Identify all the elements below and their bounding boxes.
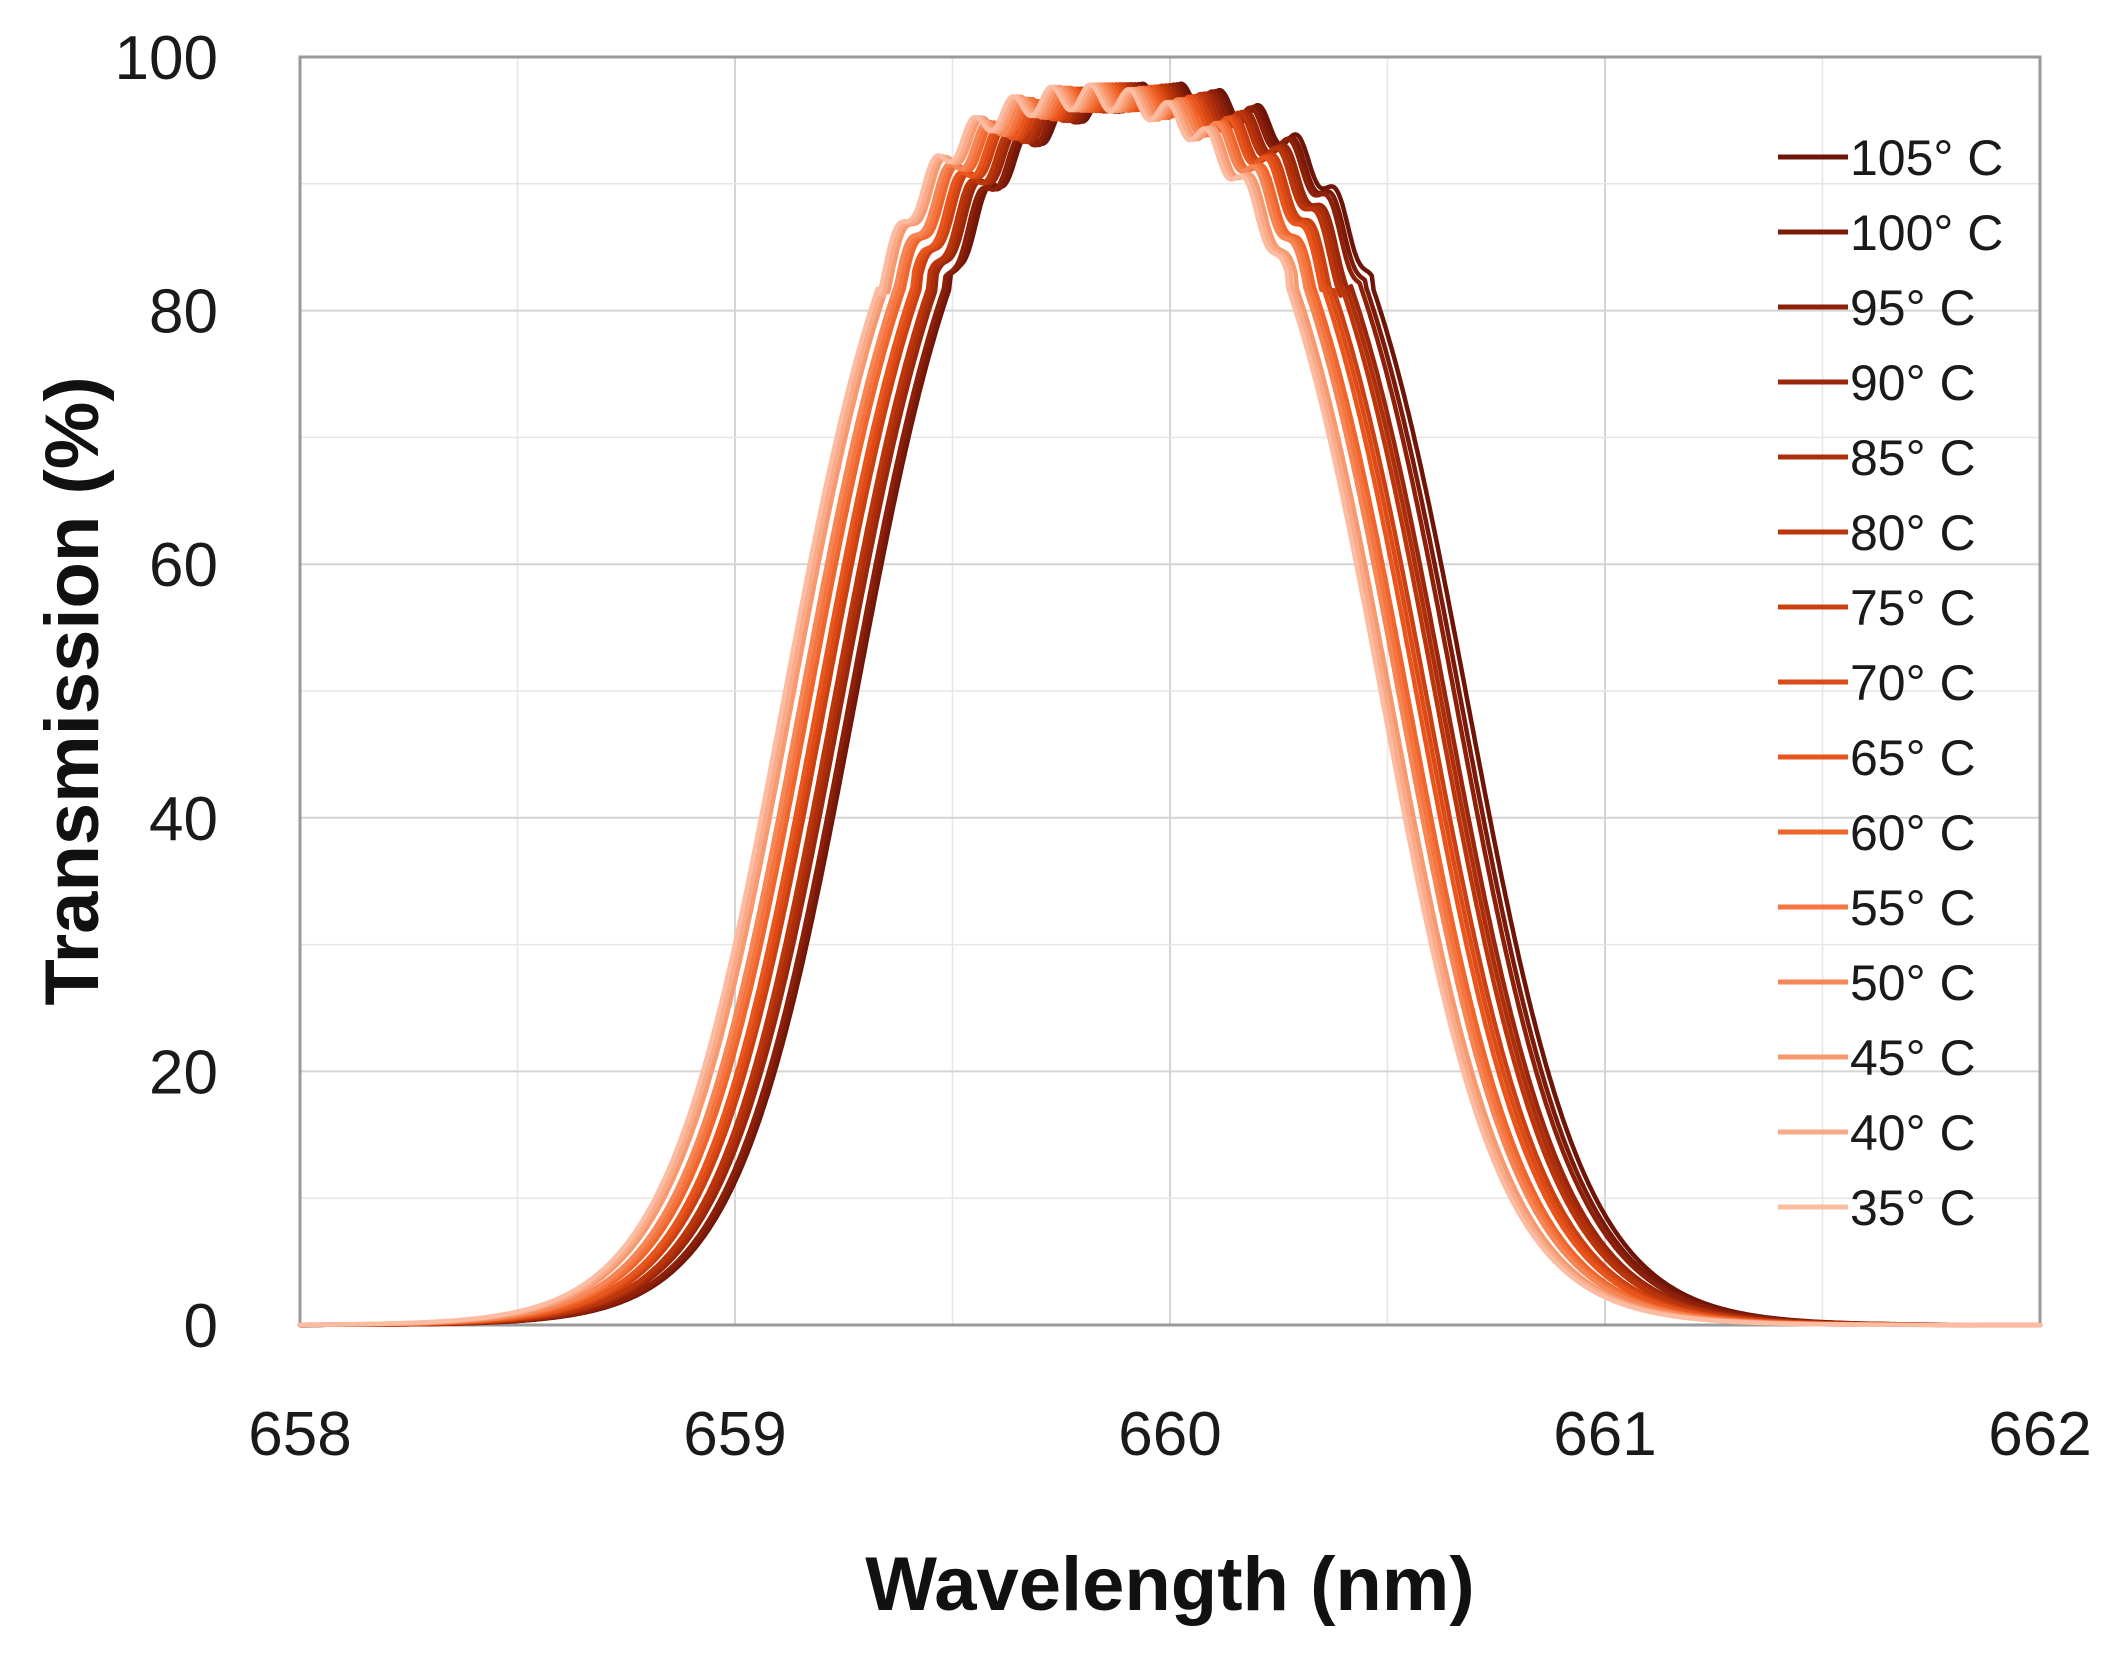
y-tick-label: 40 (149, 785, 218, 854)
legend-label-50c: 50° C (1850, 955, 1976, 1011)
x-tick-label: 661 (1553, 1400, 1656, 1469)
legend-label-40c: 40° C (1850, 1105, 1976, 1161)
x-axis-ticks: 658 659 660 661 662 (248, 1400, 2091, 1469)
legend-label-90c: 90° C (1850, 355, 1976, 411)
y-tick-label: 100 (115, 24, 218, 93)
legend-label-75c: 75° C (1850, 580, 1976, 636)
x-axis-title: Wavelength (nm) (865, 1542, 1474, 1627)
legend-label-85c: 85° C (1850, 430, 1976, 486)
x-tick-label: 658 (248, 1400, 351, 1469)
plot-frame (298, 55, 2042, 1327)
legend: 105° C 100° C 95° C 90° C 85° C 80° C 75° C 70°… (1778, 130, 2003, 1236)
y-tick-label: 20 (149, 1038, 218, 1107)
legend-label-95c: 95° C (1850, 280, 1976, 336)
y-axis-ticks: 0 20 40 60 80 100 (115, 24, 218, 1361)
x-tick-label: 662 (1988, 1400, 2091, 1469)
legend-label-65c: 65° C (1850, 730, 1976, 786)
legend-label-60c: 60° C (1850, 805, 1976, 861)
legend-label-55c: 55° C (1850, 880, 1976, 936)
legend-label-80c: 80° C (1850, 505, 1976, 561)
x-tick-label: 659 (683, 1400, 786, 1469)
y-tick-label: 0 (184, 1292, 218, 1361)
series-lines (297, 81, 2043, 1328)
legend-label-100c: 100° C (1850, 205, 2003, 261)
x-tick-label: 660 (1118, 1400, 1221, 1469)
legend-label-105c: 105° C (1850, 130, 2003, 186)
legend-label-45c: 45° C (1850, 1030, 1976, 1086)
legend-label-35c: 35° C (1850, 1180, 1976, 1236)
y-axis-title: Transmission (%) (30, 376, 115, 1005)
series-line-35c (297, 82, 2043, 1328)
y-tick-label: 80 (149, 278, 218, 347)
legend-label-70c: 70° C (1850, 655, 1976, 711)
y-tick-label: 60 (149, 531, 218, 600)
